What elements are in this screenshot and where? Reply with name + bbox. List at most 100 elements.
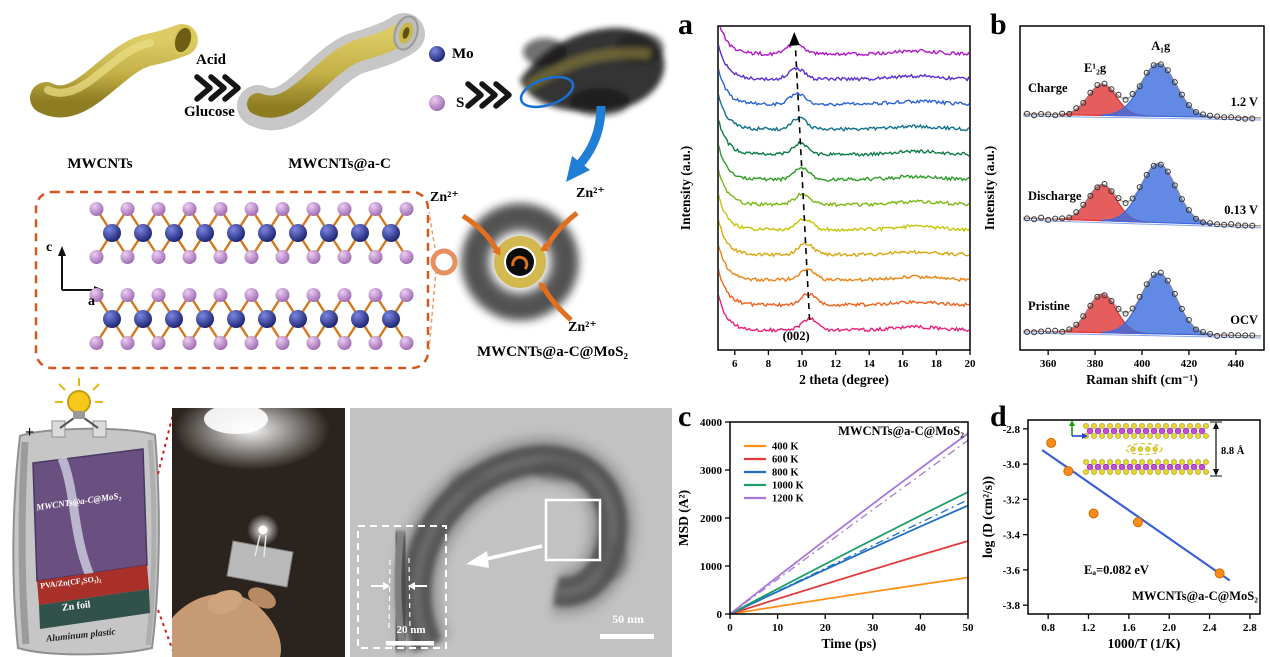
mo-atom	[320, 310, 338, 328]
tem-image	[350, 408, 672, 657]
s-atom	[399, 202, 414, 216]
battery-tab	[92, 420, 107, 438]
svg-text:420: 420	[1181, 358, 1198, 370]
synthesis-schematic	[12, 13, 672, 657]
photo-zoom-dotted-lines	[157, 413, 174, 652]
magnifier-ring-icon	[430, 248, 458, 276]
svg-text:4000: 4000	[700, 417, 723, 429]
s-atom	[182, 202, 197, 216]
mo-atom	[289, 224, 307, 242]
reaction-arrow-acid-glucose	[194, 74, 241, 102]
s-atom	[182, 336, 197, 350]
mwcnts-label: MWCNTs	[67, 156, 133, 172]
xrd-curve	[719, 68, 969, 107]
light-bulb-icon	[55, 378, 103, 429]
data-point	[1046, 437, 1057, 448]
svg-text:OCV: OCV	[1230, 313, 1258, 327]
svg-text:Discharge: Discharge	[1028, 189, 1082, 203]
s-atom	[368, 288, 383, 302]
hand	[172, 593, 282, 657]
panel-label-c: c	[678, 400, 692, 433]
arrhenius-fit-line	[1041, 449, 1231, 582]
reaction-arrow-mos2	[465, 81, 512, 109]
anode-layer	[39, 589, 150, 629]
data-point	[1088, 508, 1099, 519]
msd-fit	[729, 439, 969, 615]
xrd-curve	[719, 119, 969, 157]
svg-text:MWCNTs@a-C@MoS₂: MWCNTs@a-C@MoS₂	[838, 424, 964, 438]
svg-text:Intensity (a.u.): Intensity (a.u.)	[982, 146, 997, 230]
s-atom	[306, 336, 321, 350]
s-atom	[306, 288, 321, 302]
s-atom	[399, 288, 414, 302]
mo-atom	[351, 224, 369, 242]
mo-atom	[134, 224, 152, 242]
svg-text:2.8: 2.8	[1243, 622, 1257, 634]
tem-pointer-arrow	[481, 544, 543, 562]
coated-nanotube-blob	[520, 27, 665, 116]
cathode-layer	[32, 448, 148, 582]
s-atom	[89, 288, 104, 302]
svg-text:50: 50	[963, 622, 975, 634]
svg-text:12: 12	[830, 358, 842, 370]
xrd-curve	[719, 168, 969, 208]
svg-text:Eₐ=0.082 eV: Eₐ=0.082 eV	[1084, 563, 1149, 577]
mo-atom	[258, 224, 276, 242]
mo-atom	[382, 310, 400, 328]
zn-ion-label: Zn²⁺	[576, 186, 605, 201]
tem-roi-box	[544, 498, 602, 562]
mo-legend-label: Mo	[452, 46, 474, 62]
xrd-curve	[719, 44, 969, 82]
svg-text:-3.4: -3.4	[1003, 530, 1021, 542]
data-point	[1063, 466, 1074, 477]
xrd-chart: 6 8 10 12 14 16 18 20 2 theta (degree) Intensity …	[678, 25, 976, 387]
led-light	[258, 525, 268, 535]
battery-tab	[51, 420, 66, 438]
s-atom	[151, 202, 166, 216]
svg-text:0: 0	[717, 609, 723, 621]
s-atom	[275, 288, 290, 302]
scale-bar-50nm	[600, 634, 654, 639]
s-atom	[120, 202, 135, 216]
svg-text:Time (ps): Time (ps)	[822, 636, 877, 651]
zn-ion-label: Zn²⁺	[430, 190, 459, 205]
s-atom	[244, 202, 259, 216]
s-atom	[213, 250, 228, 264]
svg-text:10: 10	[772, 622, 784, 634]
svg-text:E¹₂g: E¹₂g	[1084, 61, 1107, 75]
raman-chart: Charge 1.2 V Discharge 0.13 V Pristine OCV E¹₂…	[982, 25, 1265, 387]
zn-ion-label: Zn²⁺	[568, 320, 597, 335]
s-atom	[120, 250, 135, 264]
electrolyte-layer	[37, 565, 149, 605]
svg-text:-3.0: -3.0	[1003, 459, 1021, 471]
mo-atom	[103, 224, 121, 242]
s-atom	[275, 336, 290, 350]
msd-line	[729, 504, 969, 615]
svg-text:600 K: 600 K	[772, 455, 799, 466]
msd-line	[729, 540, 969, 615]
svg-text:2 theta (degree): 2 theta (degree)	[799, 372, 889, 387]
product-label: MWCNTs@a-C@MoS₂	[476, 344, 629, 360]
mo-atom-legend-icon	[429, 46, 445, 62]
mo-atom	[196, 310, 214, 328]
svg-text:0.8: 0.8	[1041, 622, 1055, 634]
s-atom	[89, 336, 104, 350]
mo-atom	[351, 310, 369, 328]
svg-text:-3.2: -3.2	[1003, 494, 1021, 506]
device-photo	[172, 390, 345, 657]
svg-text:1.2: 1.2	[1082, 622, 1096, 634]
svg-text:2.4: 2.4	[1203, 622, 1217, 634]
s-atom	[120, 336, 135, 350]
scale-50nm-label: 50 nm	[612, 612, 644, 626]
tem-highlight-ellipse	[519, 75, 575, 109]
tem-inset-box	[357, 525, 447, 649]
svg-text:log (D (cm²/s)): log (D (cm²/s))	[980, 476, 995, 558]
s-atom	[213, 288, 228, 302]
mo-atom	[165, 310, 183, 328]
s-atom	[244, 336, 259, 350]
axis-c-label: c	[46, 240, 53, 255]
mo-atom	[382, 224, 400, 242]
svg-text:1000/T (1/K): 1000/T (1/K)	[1108, 636, 1181, 651]
mos2-lattice	[89, 202, 414, 350]
s-atom	[399, 250, 414, 264]
